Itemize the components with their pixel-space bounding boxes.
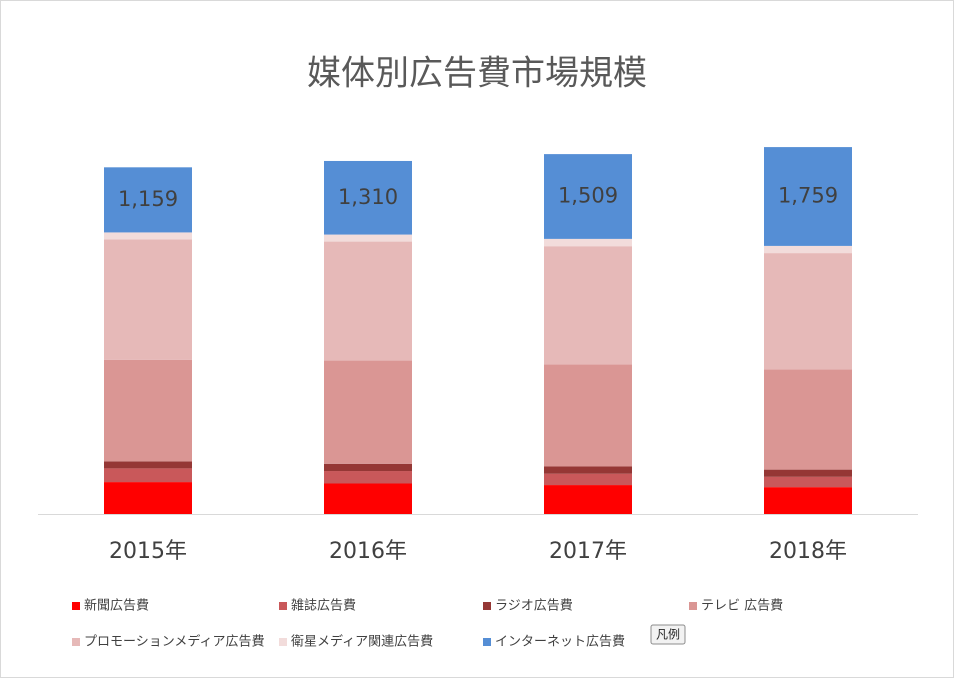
legend-label: 衛星メディア関連広告費 [291,634,433,650]
legend-label: 雑誌広告費 [291,598,356,614]
x-tick-label: 2016年 [329,539,407,564]
legend-marker [279,602,287,610]
bar-segment [324,471,412,484]
bar-segment [324,360,412,464]
data-label: 1,759 [778,184,838,208]
data-label: 1,509 [558,184,618,208]
bar-segment [764,369,852,470]
legend-button-label[interactable]: 凡例 [656,628,680,642]
legend-label: テレビ 広告費 [701,599,783,614]
legend-label: 新聞広告費 [84,598,149,614]
x-tick-label: 2017年 [549,539,627,564]
bar-segment [104,468,192,483]
bar-segment [324,463,412,472]
bar-segment [324,160,412,235]
x-tick-label: 2015年 [109,539,187,564]
bar-segment [764,469,852,477]
bar-segment [104,482,192,514]
bar-segment [104,461,192,469]
bar-segment [544,473,632,486]
legend-marker [72,602,80,610]
bar-segment [104,232,192,240]
legend-marker [483,638,491,646]
bar-segment [764,147,852,246]
legend-marker [72,638,80,646]
bar-segment [544,364,632,467]
bar-segment [324,234,412,242]
bar-segment [764,476,852,488]
legend-button[interactable]: 凡例 [650,624,686,645]
bar-segment [104,167,192,233]
legend-label: インターネット広告費 [495,635,625,650]
legend-marker [279,638,287,646]
bar-segment [324,241,412,361]
data-label: 1,159 [118,187,178,211]
legend-button-box[interactable] [650,624,686,645]
bar-segment [544,485,632,514]
bar-segment [764,487,852,514]
legend-label: プロモーションメディア広告費 [84,634,264,650]
chart-title: 媒体別広告費市場規模 [307,54,647,94]
bar-segment [544,238,632,247]
bar-segment [104,239,192,360]
bar-segment [544,154,632,239]
bar-segment [324,483,412,514]
legend-marker [689,602,697,610]
data-label: 1,310 [338,185,398,209]
x-tick-label: 2018年 [769,539,847,564]
bar-segment [104,359,192,462]
bar-segment [764,253,852,370]
bar-segment [764,245,852,254]
bar-segment [544,246,632,365]
bar-segment [544,466,632,474]
legend-marker [483,602,491,610]
legend-label: ラジオ広告費 [495,599,573,614]
